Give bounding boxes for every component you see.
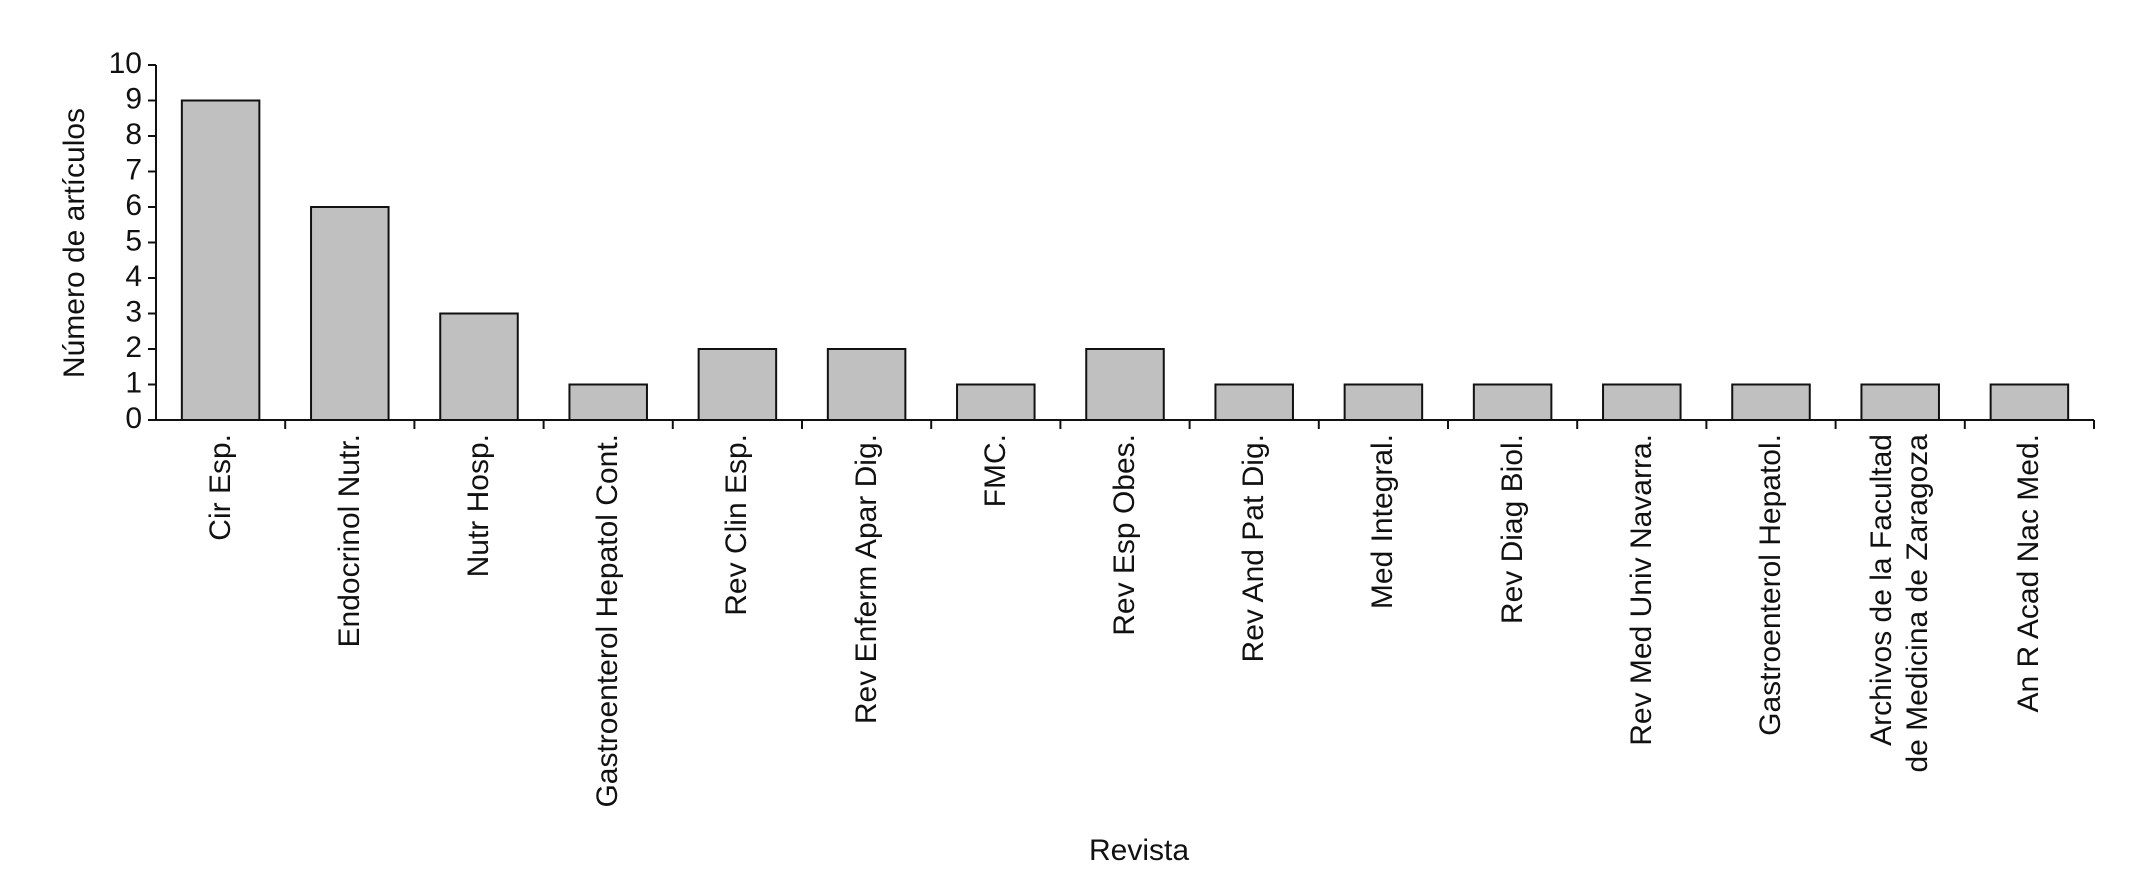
x-tick-label: Rev Enferm Apar Dig. — [849, 434, 883, 725]
bar — [1602, 383, 1682, 421]
x-tick-label: An R Acad Nac Med. — [2012, 434, 2046, 713]
bar — [1989, 383, 2070, 421]
bar — [956, 383, 1036, 421]
x-tick-label: Gastroenterol Hepatol Cont. — [591, 434, 625, 808]
bar — [310, 206, 390, 421]
y-tick-label: 4 — [125, 260, 142, 293]
x-tick-label: Cir Esp. — [203, 434, 237, 541]
bar — [180, 99, 261, 421]
y-tick-label: 0 — [125, 402, 142, 435]
x-tick-label: Nutr Hosp. — [462, 434, 495, 578]
bar — [1731, 383, 1811, 421]
x-tick-label: Endocrinol Nutr. — [332, 434, 366, 648]
y-axis-title: Número de artículos — [58, 108, 91, 378]
y-tick-label: 6 — [125, 189, 142, 222]
x-tick-label: Rev Med Univ Navarra. — [1624, 434, 1658, 746]
y-tick-label: 8 — [125, 118, 142, 151]
x-axis-title: Revista — [1089, 834, 1189, 867]
x-tick-label: Med Integral. — [1366, 434, 1400, 610]
x-tick-label: FMC. — [978, 434, 1012, 508]
bar — [1860, 383, 1940, 421]
x-tick-label: Gastroenterol Hepatol. — [1754, 434, 1787, 736]
bar — [1085, 348, 1165, 421]
bar — [439, 312, 519, 421]
y-tick-label: 3 — [125, 295, 142, 328]
y-tick-label: 7 — [125, 153, 142, 186]
y-tick-label: 9 — [125, 82, 142, 115]
y-tick-label: 5 — [125, 224, 142, 257]
y-tick-label: 2 — [125, 331, 142, 364]
bar — [1214, 383, 1294, 421]
y-tick-label: 10 — [109, 47, 142, 80]
bar — [1472, 383, 1553, 421]
x-tick-label: Archivos de la Facultad de Medicina de Z… — [1865, 434, 1935, 773]
bar — [697, 348, 778, 421]
bar — [1343, 383, 1424, 421]
bar — [568, 383, 648, 421]
x-tick-label: Rev Diag Biol. — [1495, 434, 1529, 625]
y-tick-label: 1 — [125, 366, 142, 399]
x-tick-label: Rev And Pat Dig. — [1237, 434, 1271, 663]
bar — [826, 348, 907, 421]
x-tick-label: Rev Clin Esp. — [720, 434, 754, 616]
x-tick-label: Rev Esp Obes. — [1108, 434, 1141, 636]
